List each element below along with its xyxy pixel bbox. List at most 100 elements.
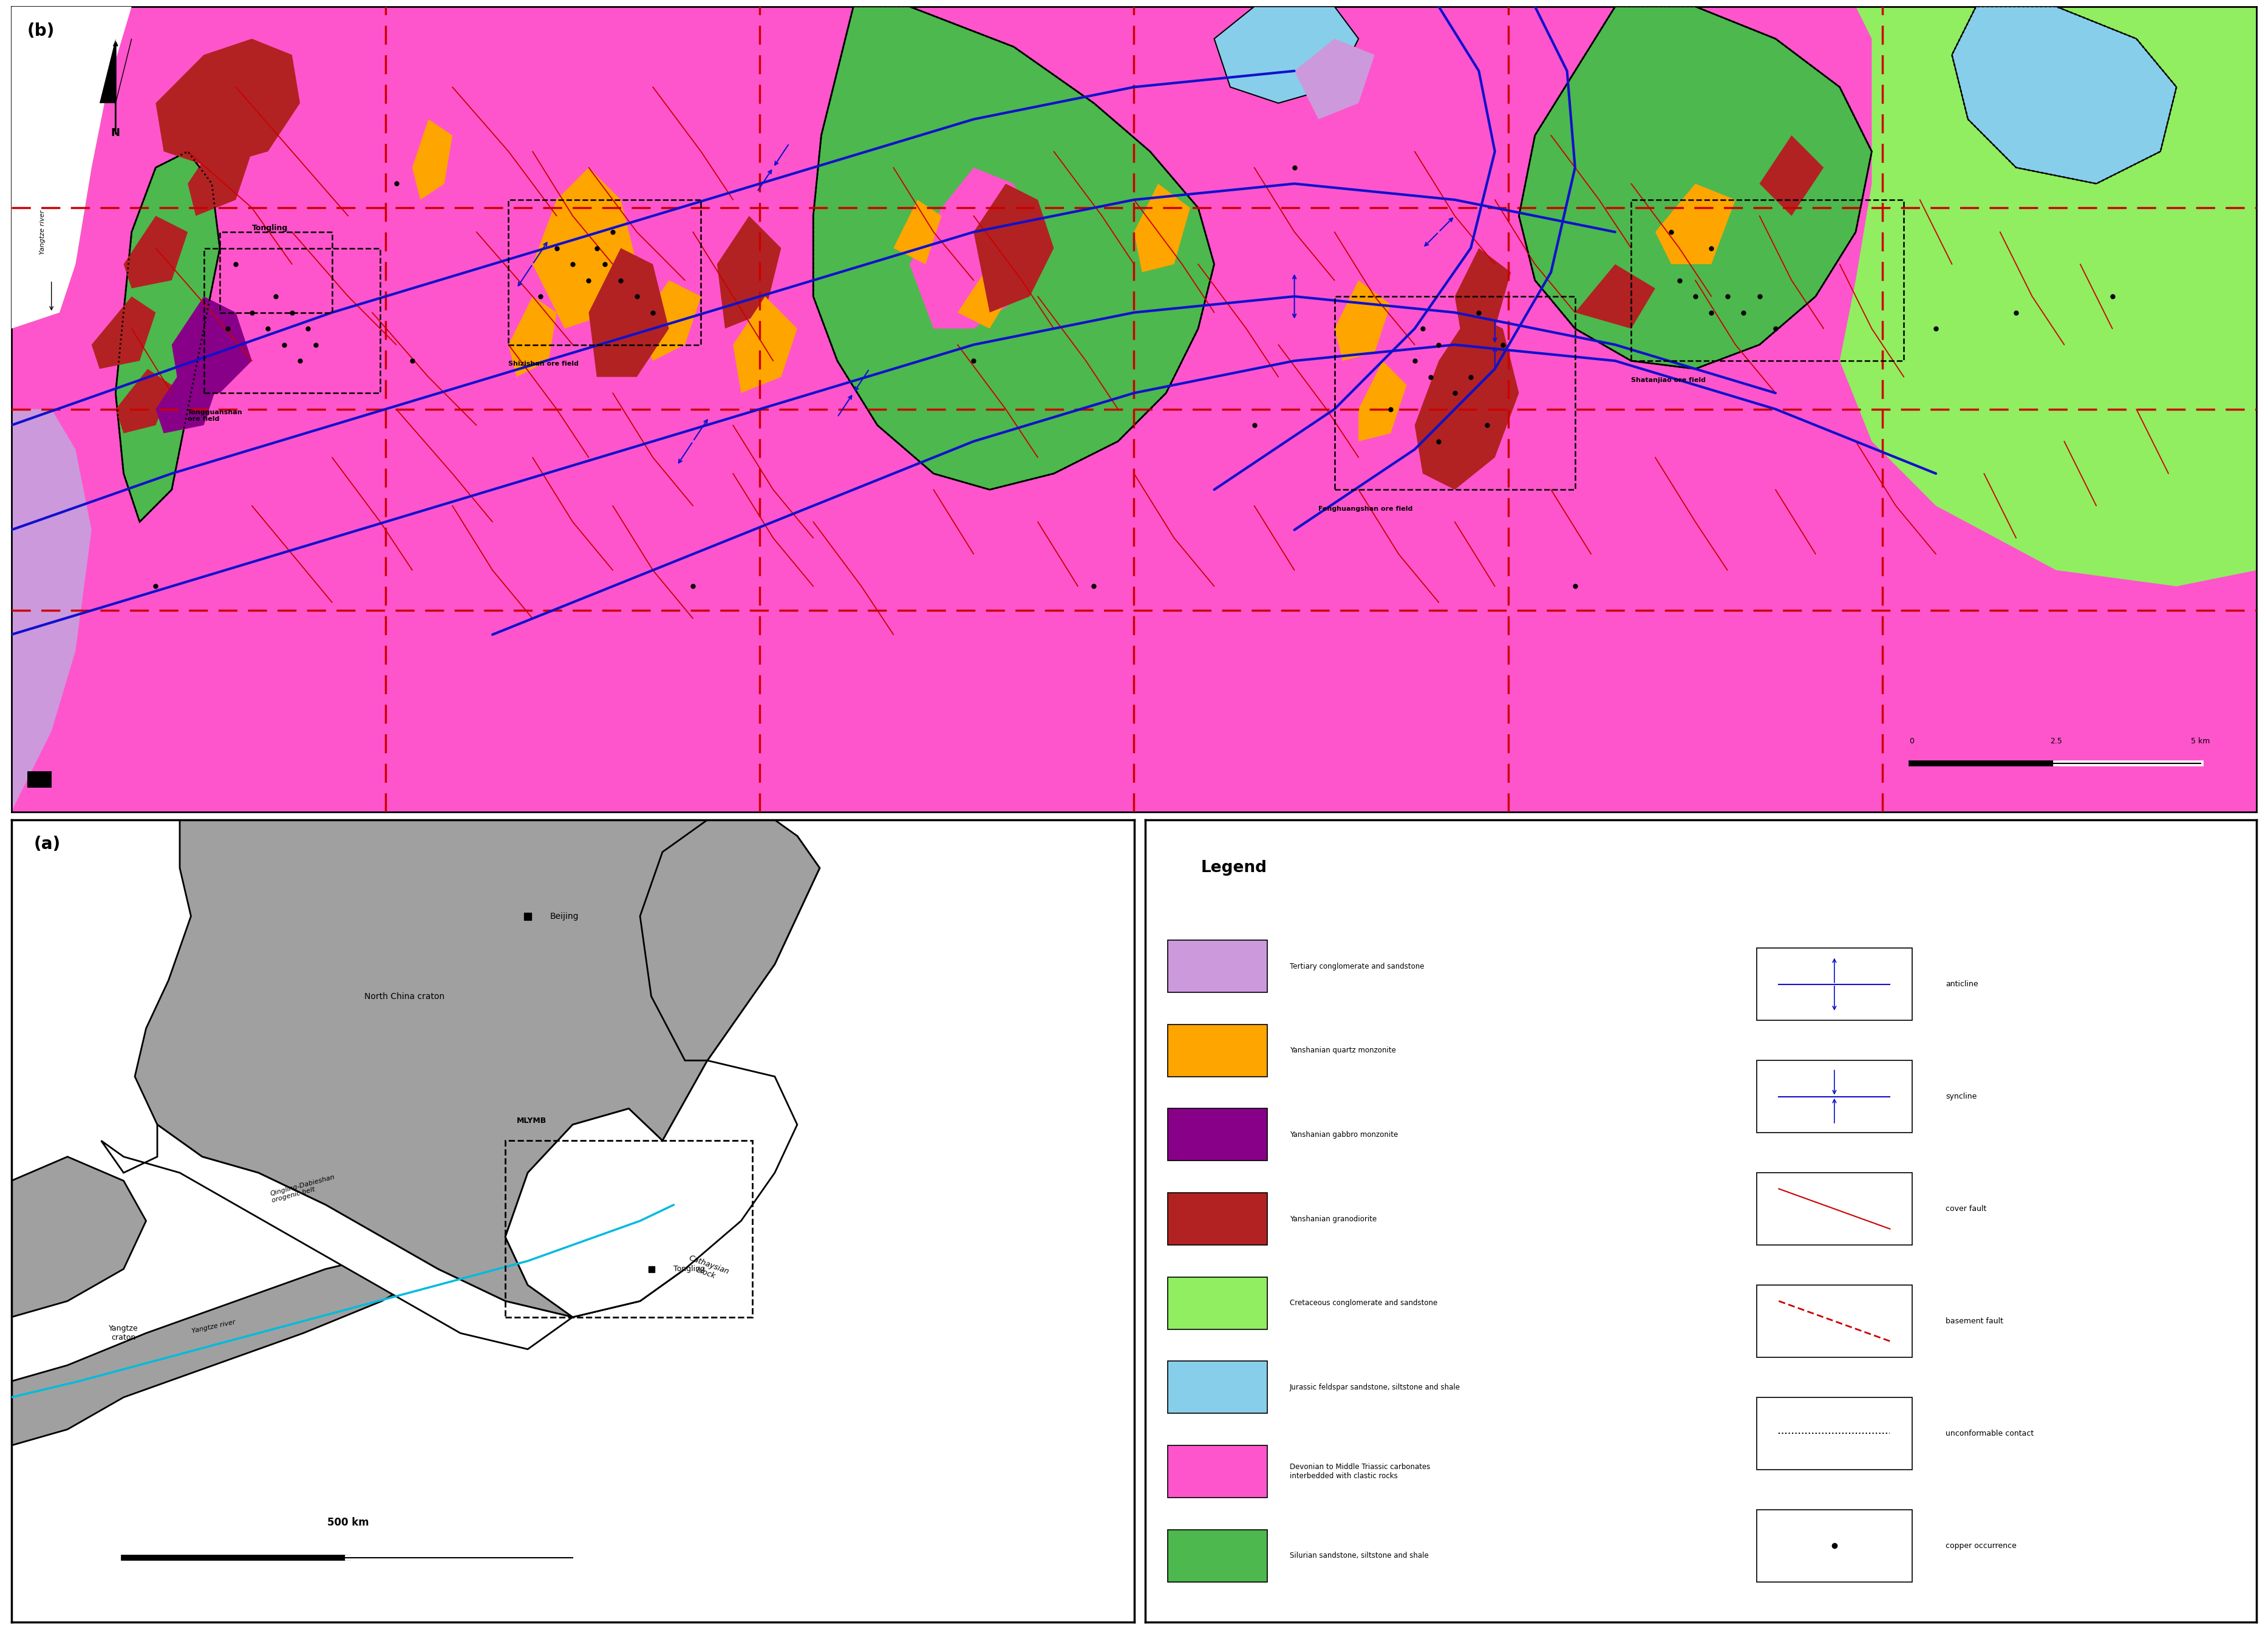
Text: Yangtze river: Yangtze river (191, 1319, 236, 1335)
Polygon shape (909, 168, 1039, 329)
Bar (1168, 1529, 1268, 1581)
Bar (204, 248, 381, 393)
Text: Cathaysian
block: Cathaysian block (685, 1253, 730, 1284)
Text: syncline: syncline (1946, 1092, 1978, 1100)
Bar (1758, 1509, 1912, 1581)
Bar (1758, 949, 1912, 1020)
Bar (1168, 1276, 1268, 1328)
Text: Yanshanian granodiorite: Yanshanian granodiorite (1290, 1214, 1377, 1222)
Bar (1334, 297, 1574, 489)
Polygon shape (1760, 135, 1823, 215)
Text: 5 km: 5 km (2191, 737, 2209, 745)
Text: Silurian sandstone, siltstone and shale: Silurian sandstone, siltstone and shale (1290, 1552, 1429, 1560)
Text: copper occurrence: copper occurrence (1946, 1542, 2016, 1550)
Polygon shape (1134, 184, 1191, 272)
Bar (1758, 1284, 1912, 1358)
Text: Shizishan ore field: Shizishan ore field (508, 360, 578, 367)
Polygon shape (957, 264, 1014, 329)
Bar (1758, 1397, 1912, 1470)
Text: N: N (111, 127, 120, 139)
Polygon shape (413, 119, 451, 200)
Text: Yangtze river: Yangtze river (39, 210, 45, 254)
Text: North China craton: North China craton (365, 993, 445, 1001)
Polygon shape (11, 1253, 438, 1446)
Polygon shape (134, 820, 819, 1317)
Polygon shape (116, 368, 172, 434)
Polygon shape (506, 1108, 708, 1317)
Polygon shape (973, 184, 1055, 313)
Polygon shape (1359, 360, 1406, 442)
Bar (1168, 1108, 1268, 1161)
Bar (506, 1141, 753, 1317)
Polygon shape (188, 135, 252, 215)
Text: Yanshanian quartz monzonite: Yanshanian quartz monzonite (1290, 1046, 1397, 1055)
Polygon shape (533, 168, 637, 329)
Text: Legend: Legend (1202, 861, 1268, 875)
Polygon shape (508, 297, 556, 377)
Polygon shape (100, 39, 116, 103)
Bar (1168, 1361, 1268, 1413)
Polygon shape (1454, 248, 1510, 344)
Polygon shape (1334, 280, 1390, 360)
Text: MLYMB: MLYMB (517, 1117, 547, 1125)
Polygon shape (156, 39, 299, 168)
Text: Fenghuangshan ore field: Fenghuangshan ore field (1318, 505, 1413, 512)
Polygon shape (814, 7, 1213, 489)
Bar (508, 200, 701, 344)
Polygon shape (717, 215, 780, 329)
Polygon shape (116, 152, 220, 522)
Text: unconformable contact: unconformable contact (1946, 1430, 2034, 1438)
Text: Tertiary conglomerate and sandstone: Tertiary conglomerate and sandstone (1290, 962, 1424, 970)
Bar (220, 231, 331, 313)
Polygon shape (1953, 7, 2177, 184)
Polygon shape (11, 7, 132, 329)
Text: Yanshanian gabbro monzonite: Yanshanian gabbro monzonite (1290, 1131, 1397, 1139)
Bar (1758, 1061, 1912, 1133)
Polygon shape (172, 297, 252, 393)
Text: cover fault: cover fault (1946, 1205, 1987, 1213)
Bar (27, 771, 52, 787)
Text: basement fault: basement fault (1946, 1317, 2003, 1325)
Text: 500 km: 500 km (327, 1518, 370, 1527)
Polygon shape (11, 1157, 145, 1317)
Polygon shape (116, 39, 132, 103)
Polygon shape (91, 297, 156, 368)
Text: 0: 0 (1910, 737, 1914, 745)
Text: Tongguanshan
ore field: Tongguanshan ore field (188, 409, 243, 422)
Bar (1631, 200, 1903, 360)
Text: Shatanjiao ore field: Shatanjiao ore field (1631, 377, 1706, 383)
Text: (b): (b) (27, 23, 54, 39)
Text: Beijing: Beijing (551, 911, 578, 921)
Bar (1168, 941, 1268, 993)
Bar (1168, 1193, 1268, 1245)
Bar (1168, 1024, 1268, 1076)
Polygon shape (640, 820, 819, 1061)
Polygon shape (1656, 184, 1735, 264)
Text: Jurassic feldspar sandstone, siltstone and shale: Jurassic feldspar sandstone, siltstone a… (1290, 1384, 1461, 1392)
Polygon shape (637, 280, 701, 360)
Text: Devonian to Middle Triassic carbonates
interbedded with clastic rocks: Devonian to Middle Triassic carbonates i… (1290, 1464, 1431, 1480)
Polygon shape (894, 200, 941, 264)
Text: Cretaceous conglomerate and sandstone: Cretaceous conglomerate and sandstone (1290, 1299, 1438, 1307)
Text: Yangtze
craton: Yangtze craton (109, 1325, 138, 1341)
Text: Qingling-Dabieshan
orogenic belt: Qingling-Dabieshan orogenic belt (270, 1174, 338, 1203)
Text: Tongling: Tongling (674, 1265, 705, 1273)
Bar (1168, 1446, 1268, 1498)
Polygon shape (1295, 39, 1374, 119)
Polygon shape (1574, 264, 1656, 329)
Polygon shape (102, 1125, 572, 1350)
Polygon shape (1839, 7, 2257, 587)
Polygon shape (1520, 7, 1871, 368)
Text: 2.5: 2.5 (2050, 737, 2062, 745)
Polygon shape (506, 1061, 798, 1317)
Polygon shape (122, 215, 188, 289)
Polygon shape (1213, 7, 1359, 103)
Polygon shape (733, 297, 796, 393)
Bar (1758, 1172, 1912, 1245)
Polygon shape (1415, 313, 1520, 489)
Polygon shape (11, 409, 91, 812)
Polygon shape (590, 248, 669, 377)
Text: anticline: anticline (1946, 980, 1978, 988)
Text: Tongling: Tongling (252, 223, 288, 231)
Text: (a): (a) (34, 836, 61, 852)
